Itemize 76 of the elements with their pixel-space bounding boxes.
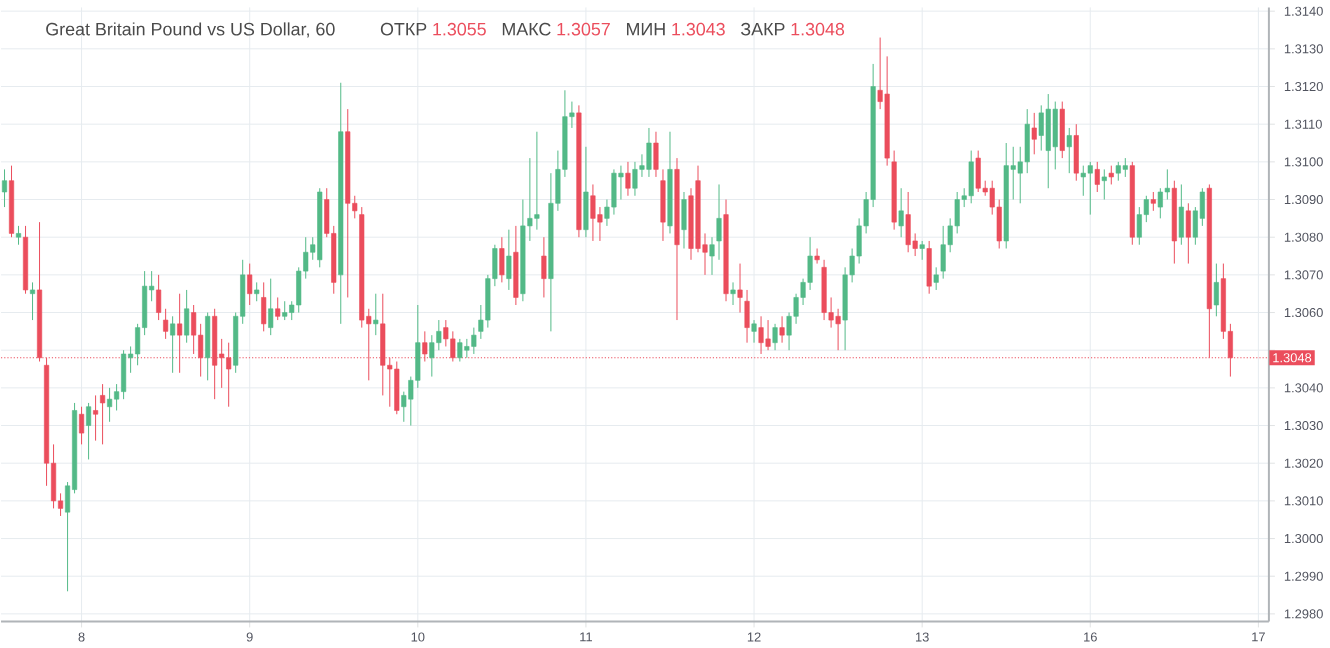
candlestick [86,402,92,460]
text: Great Britain Pound vs US Dollar, 60 [46,22,335,38]
candlestick [100,383,106,445]
candlestick [765,319,771,351]
candlestick [618,165,624,200]
annotation: 1.3055 [433,22,486,36]
candlestick [499,236,505,283]
candlestick [646,127,652,178]
annotation: 1.3048 [791,22,845,36]
candlestick [107,387,113,423]
candlestick [926,240,932,295]
candlestick [975,149,981,193]
candlestick [394,360,400,415]
candlestick [373,293,379,336]
candlestick [1157,187,1163,219]
candlestick [275,296,281,321]
candlestick [821,259,827,321]
candlestick [1122,157,1128,178]
annotation: ОТКР [380,22,427,36]
candlestick [226,342,232,408]
candlestick [814,247,820,264]
candlestick [968,149,974,204]
candlestick [457,338,463,362]
candlestick [1052,101,1058,170]
candlestick [1136,206,1142,246]
annotation: 1.3043 [672,22,725,36]
candlestick [919,240,925,261]
candlestick [625,161,631,197]
candlestick [506,229,512,291]
candlestick [590,183,596,242]
candlestick [1213,262,1219,317]
candlestick [1178,183,1184,246]
candlestick [1073,123,1079,182]
candlestick [15,225,22,246]
candlestick [93,394,99,442]
candlestick [1108,165,1114,185]
candlestick [681,191,687,249]
candlestick [1066,127,1072,174]
annotation: МАКС [502,22,551,36]
candlestick [1059,101,1065,159]
candlestick [541,236,547,298]
candlestick [513,225,519,306]
annotation: 1.3057 [557,22,610,36]
candlestick [1045,93,1051,189]
candlestick [268,278,274,336]
candlestick [730,281,736,306]
candlestick [905,191,911,253]
candlestick [583,146,589,238]
candlestick [282,300,288,321]
candlestick [1038,104,1044,151]
candlestick [772,323,778,351]
candlestick [632,161,638,197]
candlestick [436,319,442,351]
candlestick [170,315,176,374]
candlestick [1,168,8,208]
candlestick [1031,112,1037,155]
candlestick [751,319,757,344]
annotation: МИН [626,22,665,36]
candlestick [1094,161,1100,193]
candlestick [79,406,85,445]
candlestick [254,281,260,302]
candlestick [247,262,253,306]
candlestick [121,349,127,400]
candlestick [205,311,211,381]
candlestick [1150,191,1156,212]
candlestick [1115,161,1121,182]
candlestick [261,281,267,332]
candlestick [1185,202,1191,264]
candlestick [1080,165,1086,197]
candlestick [779,315,785,344]
candlestick [30,281,36,321]
candlestick [184,289,190,344]
candlestick [898,187,904,238]
candlestick [1101,168,1107,200]
candlestick [1087,161,1093,215]
annotation: ЗАКР [740,22,785,36]
